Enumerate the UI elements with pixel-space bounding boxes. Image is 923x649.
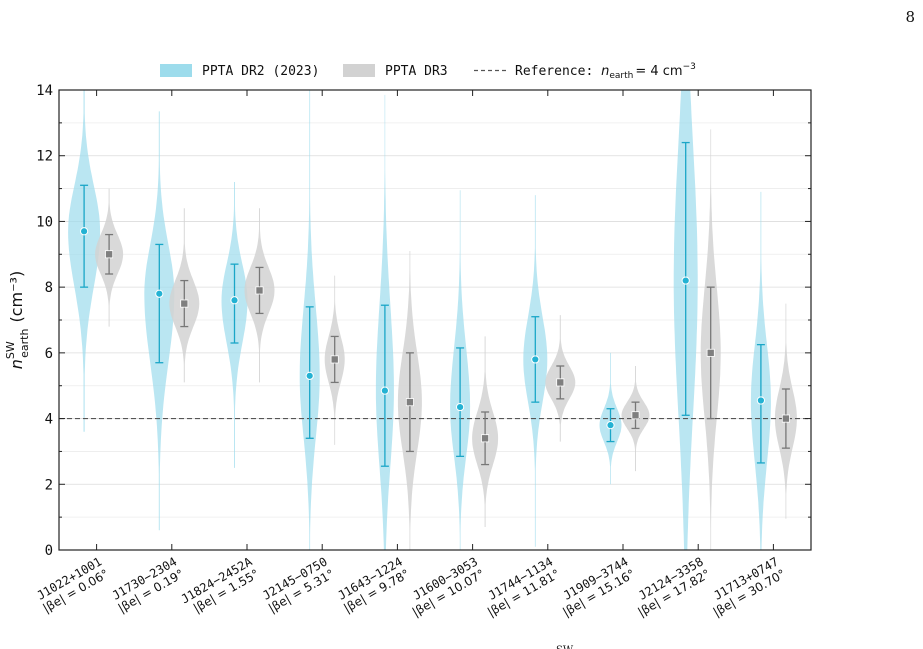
y-tick-label: 2 bbox=[45, 477, 53, 493]
legend-swatch-dr3 bbox=[343, 64, 375, 77]
x-tick-label: J1824−2452A|βe| = 1.55° bbox=[179, 554, 262, 615]
intervals-and-medians bbox=[80, 141, 790, 467]
median-point-dr3 bbox=[631, 411, 640, 420]
x-tick-label: J2145−0750|βe| = 5.31° bbox=[260, 554, 337, 615]
x-tick-label: J1909−3744|βe| = 15.16° bbox=[560, 554, 637, 619]
svg-text:nSWearth(cm⁻³): nSWearth(cm⁻³) bbox=[4, 271, 31, 369]
median-point-dr3 bbox=[330, 355, 339, 364]
x-tick-label: J1600−3053|βe| = 10.07° bbox=[410, 554, 487, 619]
y-tick-label: 12 bbox=[36, 149, 53, 165]
page-number: 8 bbox=[905, 8, 915, 26]
median-point-dr2 bbox=[155, 289, 164, 298]
median-point-dr3 bbox=[105, 250, 114, 259]
median-point-dr3 bbox=[255, 286, 264, 295]
y-tick-label: 14 bbox=[36, 83, 53, 99]
median-point-dr3 bbox=[556, 378, 565, 387]
median-point-dr3 bbox=[706, 348, 715, 357]
y-axis: 0 2 4 6 8 10 12 14 bbox=[36, 83, 811, 559]
legend: PPTA DR2 (2023) PPTA DR3 Reference: near… bbox=[160, 62, 696, 81]
median-point-dr3 bbox=[180, 299, 189, 308]
y-tick-label: 10 bbox=[36, 214, 53, 230]
x-tick-label: J1022+1001|βe| = 0.06° bbox=[35, 554, 112, 615]
x-tick-label: J2124−3358|βe| = 17.82° bbox=[635, 554, 712, 619]
x-tick-label: J1744−1134|βe| = 11.81° bbox=[485, 554, 562, 619]
median-point-dr2 bbox=[230, 296, 239, 305]
median-point-dr2 bbox=[456, 402, 465, 412]
median-point-dr2 bbox=[531, 355, 540, 364]
y-tick-label: 8 bbox=[45, 280, 53, 296]
y-tick-label: 4 bbox=[45, 412, 53, 428]
y-axis-label: nSWearth(cm⁻³) bbox=[4, 271, 31, 369]
x-tick-label: J1730−2304|βe| = 0.19° bbox=[110, 554, 187, 615]
median-point-dr2 bbox=[606, 421, 615, 430]
y-tick-label: 0 bbox=[45, 543, 53, 559]
median-point-dr3 bbox=[781, 414, 790, 423]
median-point-dr2 bbox=[681, 276, 690, 285]
median-point-dr2 bbox=[305, 371, 314, 380]
x-tick-label: J1643−1224|βe| = 9.78° bbox=[335, 554, 412, 615]
median-point-dr3 bbox=[405, 398, 414, 407]
legend-swatch-dr2 bbox=[160, 64, 192, 77]
legend-label-ref: Reference: nearth = 4 cm−3 bbox=[515, 62, 696, 81]
median-point-dr2 bbox=[380, 386, 389, 395]
legend-label-dr3: PPTA DR3 bbox=[385, 64, 448, 79]
median-point-dr2 bbox=[80, 227, 89, 236]
y-tick-label: 6 bbox=[45, 346, 53, 362]
x-tick-label: J1713+0747|βe| = 30.70° bbox=[711, 554, 788, 619]
legend-label-dr2: PPTA DR2 (2023) bbox=[202, 64, 319, 79]
median-point-dr3 bbox=[481, 434, 490, 443]
caption-fragment: SW bbox=[556, 645, 574, 649]
median-point-dr2 bbox=[756, 396, 766, 405]
